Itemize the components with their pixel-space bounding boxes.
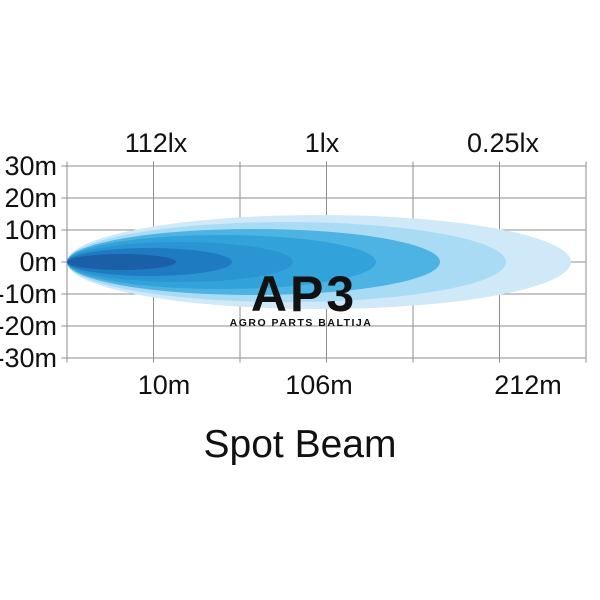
left-axis-label-20m: 20m: [4, 183, 57, 213]
bottom-axis-label-106m: 106m: [285, 370, 353, 400]
top-axis-label-1lx: 1lx: [305, 128, 340, 158]
watermark: AP3 AGRO PARTS BALTIJA: [230, 266, 373, 329]
bottom-axis-label-10m: 10m: [138, 370, 191, 400]
top-axis-label-112lx: 112lx: [125, 128, 188, 158]
beam-contours: [67, 215, 571, 309]
beam-contour-1-hotspot: [67, 254, 176, 270]
top-axis-label-0-25lx: 0.25lx: [467, 128, 540, 158]
left-axis-label-10m: 10m: [4, 215, 57, 245]
chart-title: Spot Beam: [204, 423, 397, 466]
bottom-axis-label-212m: 212m: [494, 370, 562, 400]
left-axis-label-minus30m: -30m: [0, 343, 57, 373]
left-axis-label-0m: 0m: [19, 247, 57, 277]
bottom-axis-labels: 10m 106m 212m: [138, 370, 562, 400]
watermark-subtext: AGRO PARTS BALTIJA: [230, 317, 373, 329]
left-axis-label-30m: 30m: [4, 151, 57, 181]
left-axis-label-minus20m: -20m: [0, 311, 57, 341]
top-axis-labels: 112lx 1lx 0.25lx: [125, 128, 540, 158]
left-axis-labels: 30m 20m 10m 0m -10m -20m -30m: [0, 151, 57, 373]
left-axis-label-minus10m: -10m: [0, 279, 57, 309]
watermark-logo: AP3: [251, 266, 357, 322]
